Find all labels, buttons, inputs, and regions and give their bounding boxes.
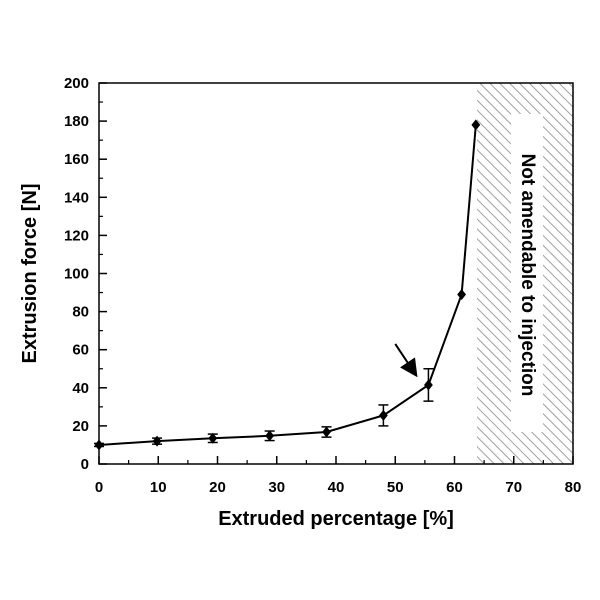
y-tick-label: 0	[81, 456, 89, 473]
x-axis: 0 10 20 30 40 50 60 70 80	[95, 456, 582, 496]
y-axis: 0 20 40 60 80 100 120 140 160 180 200	[64, 75, 107, 473]
data-point	[265, 430, 275, 442]
y-tick-label: 180	[64, 113, 89, 130]
x-tick-label: 40	[328, 479, 345, 496]
region-label-box	[511, 114, 544, 432]
data-point	[471, 119, 481, 131]
data-point	[379, 409, 388, 421]
x-axis-label: Extruded percentage [%]	[218, 508, 454, 530]
x-tick-label: 50	[387, 479, 404, 496]
data-point	[457, 288, 467, 300]
x-tick-label: 70	[505, 479, 522, 496]
data-point	[208, 432, 218, 444]
arrow-annotation	[394, 343, 418, 378]
y-tick-label: 60	[72, 342, 89, 359]
y-tick-label: 20	[72, 418, 89, 435]
shaded-region-group: Not amendable to injection	[477, 83, 573, 464]
y-tick-label: 40	[72, 380, 89, 397]
y-tick-label: 80	[72, 304, 89, 321]
y-tick-label: 140	[64, 189, 89, 206]
y-tick-label: 160	[64, 151, 89, 168]
x-tick-label: 10	[150, 479, 167, 496]
x-tick-label: 80	[565, 479, 582, 496]
series-layer	[94, 119, 481, 451]
x-tick-label: 60	[446, 479, 463, 496]
data-point	[152, 435, 162, 447]
y-tick-label: 200	[64, 75, 89, 92]
x-tick-label: 0	[95, 479, 103, 496]
series-line	[98, 124, 477, 446]
y-axis-label: Extrusion force [N]	[19, 183, 41, 363]
y-tick-label: 120	[64, 227, 89, 244]
region-label: Not amendable to injection	[517, 154, 538, 397]
x-tick-label: 30	[268, 479, 285, 496]
y-tick-label: 100	[64, 266, 89, 283]
data-point	[424, 379, 433, 391]
x-tick-label: 20	[209, 479, 226, 496]
data-point	[322, 426, 331, 438]
